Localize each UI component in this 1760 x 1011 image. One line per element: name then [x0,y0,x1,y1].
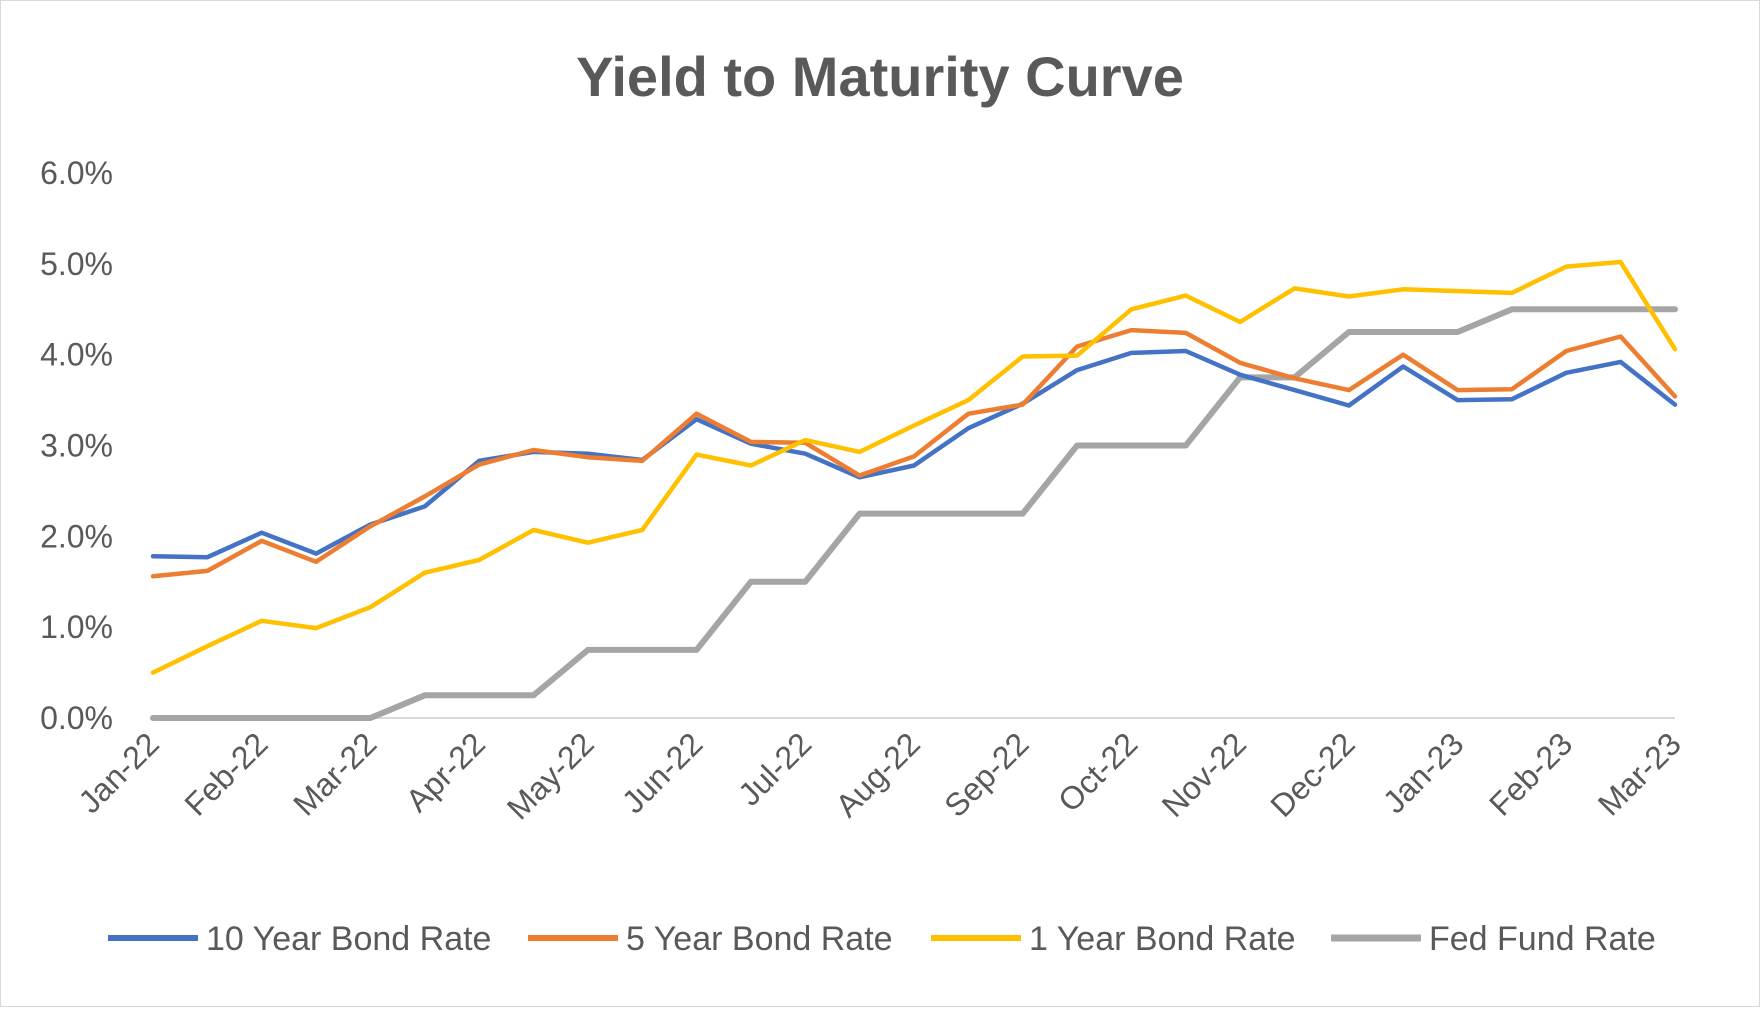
series-line-5-year-bond-rate [150,327,1678,579]
series-line-1-year-bond-rate [150,259,1678,675]
y-tick-label: 2.0% [40,518,113,554]
legend-label: 1 Year Bond Rate [1029,920,1296,958]
legend-label: 5 Year Bond Rate [626,920,893,958]
x-tick-label: Aug-22 [829,725,927,823]
plot-series [150,259,1678,721]
y-tick-label: 1.0% [40,609,113,645]
legend-label: Fed Fund Rate [1429,920,1656,958]
x-tick-label: Feb-23 [1482,725,1579,822]
x-tick-label: Mar-22 [286,725,383,822]
y-tick-label: 0.0% [40,700,113,736]
x-tick-label: Apr-22 [399,725,492,818]
x-tick-label: May-22 [500,725,601,826]
y-tick-label: 5.0% [40,246,113,282]
series-line-10-year-bond-rate [150,348,1678,560]
chart-title: Yield to Maturity Curve [576,45,1184,108]
x-tick-label: Jun-22 [615,725,710,820]
legend-label: 10 Year Bond Rate [206,920,491,958]
series-line-fed-fund-rate [150,306,1678,721]
x-tick-label: Mar-23 [1591,725,1688,822]
y-axis: 0.0% 1.0% 2.0% 3.0% 4.0% 5.0% 6.0% [40,155,113,736]
x-tick-label: Oct-22 [1051,725,1144,818]
x-tick-label: Jan-23 [1376,725,1471,820]
x-tick-label: Jan-22 [71,725,166,820]
x-axis: Jan-22 Feb-22 Mar-22 Apr-22 May-22 Jun-22 Jul-… [71,717,1688,826]
x-tick-label: Nov-22 [1155,725,1253,823]
y-tick-label: 4.0% [40,337,113,373]
y-tick-label: 6.0% [40,155,113,191]
x-tick-label: Sep-22 [937,725,1035,823]
legend: 10 Year Bond Rate 5 Year Bond Rate 1 Year … [108,920,1656,958]
x-tick-label: Dec-22 [1263,725,1361,823]
y-tick-label: 3.0% [40,428,113,464]
x-tick-label: Feb-22 [178,725,275,822]
x-tick-label: Jul-22 [731,725,818,812]
